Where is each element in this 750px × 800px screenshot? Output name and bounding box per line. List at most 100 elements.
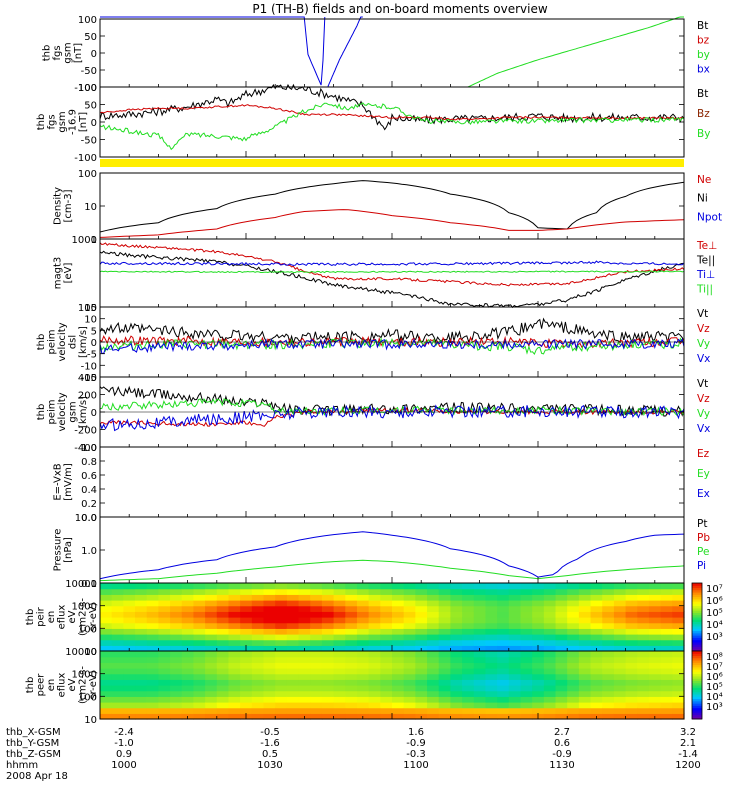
colorbar-segment <box>692 603 702 607</box>
heatmap-cell <box>240 651 253 658</box>
heatmap-cell <box>462 662 475 669</box>
heatmap-cell <box>111 679 124 686</box>
heatmap-cell <box>473 600 487 607</box>
heatmap-cell <box>240 600 253 607</box>
heatmap-cell <box>356 685 370 692</box>
heatmap-cell <box>100 662 113 669</box>
legend-bz: Bz <box>697 108 710 120</box>
legend-ex: Ex <box>697 488 710 500</box>
heatmap-cell <box>356 662 370 669</box>
heatmap-cell <box>158 605 171 612</box>
legend-npot: Npot <box>697 211 722 223</box>
heatmap-cell <box>427 713 440 720</box>
heatmap-cell <box>520 634 533 641</box>
heatmap-cell <box>672 707 685 714</box>
heatmap-cell <box>520 622 533 629</box>
heatmap-cell <box>427 639 440 646</box>
heatmap-cell <box>216 713 230 720</box>
heatmap-cell <box>240 583 253 590</box>
y-tick-label: 0.4 <box>81 485 97 496</box>
heatmap-cell <box>240 673 253 680</box>
heatmap-cell <box>403 645 416 652</box>
heatmap-cell <box>532 668 545 675</box>
y-axis-label-line: E=-VxB <box>53 463 64 500</box>
heatmap-cell <box>193 713 206 720</box>
heatmap-cell <box>637 690 650 697</box>
heatmap-cell <box>146 679 159 686</box>
heatmap-cell <box>170 690 183 697</box>
heatmap-cell <box>660 628 673 635</box>
heatmap-cell <box>275 645 288 652</box>
colorbar-segment <box>692 651 702 654</box>
heatmap-cell <box>672 696 685 703</box>
heatmap-cell <box>450 583 463 590</box>
heatmap-cell <box>450 611 463 618</box>
heatmap-cell <box>205 656 218 663</box>
heatmap-cell <box>216 605 230 612</box>
heatmap-cell <box>508 668 522 675</box>
ephemeris-value: -1.6 <box>260 738 280 749</box>
heatmap-cell <box>578 628 592 635</box>
heatmap-cell <box>497 588 510 595</box>
colorbar-segment <box>692 655 702 659</box>
heatmap-cell <box>216 583 230 590</box>
heatmap-cell <box>216 690 230 697</box>
heatmap-cell <box>392 639 405 646</box>
y-tick-label: -50 <box>81 136 97 147</box>
y-axis-label-line: velocity <box>57 392 68 431</box>
heatmap-cell <box>251 662 265 669</box>
legend-bx: bx <box>697 64 710 76</box>
heatmap-cell <box>543 622 557 629</box>
heatmap-cell <box>345 605 358 612</box>
legend-pt: Pt <box>697 518 707 530</box>
heatmap-cell <box>298 628 311 635</box>
y-axis-label-line: -16.9 <box>68 109 79 135</box>
heatmap-cell <box>543 600 557 607</box>
heatmap-cell <box>228 713 241 720</box>
heatmap-cell <box>450 685 463 692</box>
heatmap-cell <box>146 662 159 669</box>
heatmap-cell <box>193 617 206 624</box>
heatmap-cell <box>403 679 416 686</box>
heatmap-cell <box>450 673 463 680</box>
heatmap-cell <box>648 707 662 714</box>
heatmap-cell <box>427 707 440 714</box>
heatmap-cell <box>497 645 510 652</box>
heatmap-cell <box>170 679 183 686</box>
heatmap-cell <box>158 690 171 697</box>
heatmap-cell <box>485 600 498 607</box>
legend-vx: Vx <box>697 423 710 435</box>
heatmap-cell <box>205 639 218 646</box>
heatmap-cell <box>427 600 440 607</box>
heatmap-cell <box>625 605 638 612</box>
heatmap-cell <box>637 685 650 692</box>
heatmap-cell <box>380 656 393 663</box>
heatmap-cell <box>462 702 475 709</box>
heatmap-cell <box>637 679 650 686</box>
heatmap-cell <box>555 639 568 646</box>
heatmap-cell <box>438 634 451 641</box>
heatmap-cell <box>170 634 183 641</box>
heatmap-cell <box>450 651 463 658</box>
y-axis-label-line: thb <box>36 404 47 421</box>
heatmap-cell <box>251 628 265 635</box>
colorbar-segment <box>692 687 702 691</box>
heatmap-cell <box>100 622 113 629</box>
heatmap-cell <box>356 628 370 635</box>
heatmap-cell <box>380 611 393 618</box>
heatmap-cell <box>672 645 685 652</box>
heatmap-cell <box>637 622 650 629</box>
heatmap-cell <box>100 634 113 641</box>
heatmap-cell <box>392 673 405 680</box>
heatmap-cell <box>205 690 218 697</box>
colorbar-label: 10⁶ <box>706 672 723 683</box>
heatmap-cell <box>403 583 416 590</box>
y-axis-label-line: magt3 <box>53 257 64 290</box>
heatmap-cell <box>438 656 451 663</box>
heatmap-cell <box>648 651 662 658</box>
heatmap-cell <box>368 679 381 686</box>
heatmap-cell <box>520 690 533 697</box>
heatmap-cell <box>345 696 358 703</box>
heatmap-cell <box>205 645 218 652</box>
heatmap-cell <box>578 673 592 680</box>
